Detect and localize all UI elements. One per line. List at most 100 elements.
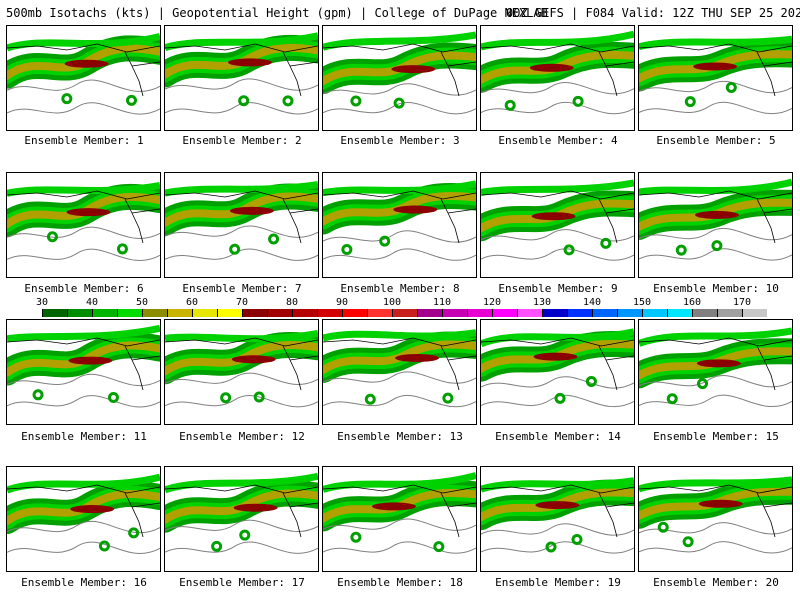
colorbar-tick-label: 170 <box>732 297 752 308</box>
colorbar-swatch <box>392 309 417 317</box>
height-contour <box>165 519 318 532</box>
member-caption: Ensemble Member: 6 <box>24 282 144 295</box>
height-contour <box>639 248 792 261</box>
map-panel-svg <box>165 330 318 408</box>
jet-core <box>70 505 115 514</box>
height-contour <box>639 227 792 241</box>
height-contour <box>165 248 318 261</box>
ensemble-map-panel <box>638 172 793 278</box>
map-panel-svg <box>7 324 160 408</box>
member-caption: Ensemble Member: 19 <box>495 576 621 589</box>
jet-core <box>66 208 111 217</box>
jet-band-upper <box>7 473 160 494</box>
vortex-ring <box>684 96 696 108</box>
jet-core <box>531 212 576 221</box>
jet-band-upper <box>639 178 792 196</box>
vortex-ring <box>238 95 250 107</box>
colorbar-swatch <box>742 309 767 317</box>
map-panel-svg <box>323 180 476 261</box>
map-panel-svg <box>481 477 634 554</box>
colorbar-swatch <box>517 309 542 317</box>
colorbar-tick-label: 110 <box>432 297 452 308</box>
vortex-ring <box>364 393 376 405</box>
jet-band-upper <box>639 476 792 493</box>
colorbar-tick-label: 120 <box>482 297 502 308</box>
vortex-ring <box>442 392 454 404</box>
height-contour <box>481 101 634 115</box>
jet-core <box>395 353 440 362</box>
ensemble-map-panel <box>322 319 477 425</box>
vortex-ring <box>341 244 353 256</box>
height-contour <box>7 226 160 239</box>
colorbar-swatch <box>142 309 167 317</box>
jet-core <box>231 355 276 364</box>
coastline <box>7 337 160 391</box>
height-contour <box>7 79 160 92</box>
height-contour <box>481 82 634 95</box>
map-panel-svg <box>481 30 634 115</box>
colorbar-tick-label: 140 <box>582 297 602 308</box>
height-contour <box>165 541 318 554</box>
map-panel-svg <box>323 329 476 408</box>
colorbar-swatch <box>642 309 667 317</box>
colorbar-swatch <box>117 309 142 317</box>
map-panel-svg <box>481 328 634 408</box>
jet-band-upper <box>7 181 160 197</box>
member-caption: Ensemble Member: 15 <box>653 430 779 443</box>
ensemble-map-panel <box>164 25 319 131</box>
ensemble-map-panel <box>480 466 635 572</box>
jet-band-upper <box>323 180 476 197</box>
coastline <box>481 337 634 391</box>
colorbar-tick-label: 50 <box>135 297 149 308</box>
member-caption: Ensemble Member: 12 <box>179 430 305 443</box>
member-caption: Ensemble Member: 8 <box>340 282 460 295</box>
vortex-ring <box>675 244 687 256</box>
jet-core <box>371 502 416 511</box>
vortex-ring <box>600 237 612 249</box>
coastline <box>7 484 160 538</box>
height-contour <box>639 394 792 407</box>
height-contour <box>7 102 160 115</box>
colorbar-right-arrow <box>772 309 784 317</box>
colorbar-swatch <box>367 309 392 317</box>
member-caption: Ensemble Member: 11 <box>21 430 147 443</box>
vortex-ring <box>350 95 362 107</box>
colorbar-swatch <box>667 309 692 317</box>
map-panel-svg <box>165 32 318 115</box>
height-contour <box>323 230 476 243</box>
map-panel-svg <box>7 33 160 115</box>
member-caption: Ensemble Member: 3 <box>340 134 460 147</box>
member-caption: Ensemble Member: 1 <box>24 134 144 147</box>
jet-core <box>698 499 743 508</box>
coastline <box>639 43 792 97</box>
ensemble-map-panel <box>480 172 635 278</box>
ensemble-map-panel <box>638 466 793 572</box>
colorbar-swatch <box>92 309 117 317</box>
vortex-ring <box>393 97 405 109</box>
map-panel-svg <box>639 35 792 115</box>
ensemble-map-panel <box>638 25 793 131</box>
jet-core <box>529 63 574 72</box>
height-contour <box>7 395 160 408</box>
jet-band-upper <box>165 330 318 343</box>
coastline <box>323 190 476 244</box>
coastline <box>639 337 792 391</box>
colorbar-swatch <box>217 309 242 317</box>
vortex-ring <box>98 540 110 552</box>
vortex-ring <box>433 541 445 553</box>
jet-core <box>693 62 738 71</box>
vortex-ring <box>666 393 678 405</box>
jet-core <box>227 58 272 67</box>
height-contour <box>165 372 318 385</box>
map-panel-svg <box>639 327 792 407</box>
jet-core <box>533 352 578 361</box>
vortex-ring <box>268 233 280 245</box>
jet-core <box>68 356 113 365</box>
vortex-ring <box>563 244 575 256</box>
ensemble-map-panel <box>322 25 477 131</box>
map-panel-svg <box>639 476 792 554</box>
jet-band-upper <box>481 179 634 196</box>
vortex-ring <box>61 93 73 105</box>
height-contour <box>639 101 792 115</box>
jet-band-upper <box>639 35 792 51</box>
